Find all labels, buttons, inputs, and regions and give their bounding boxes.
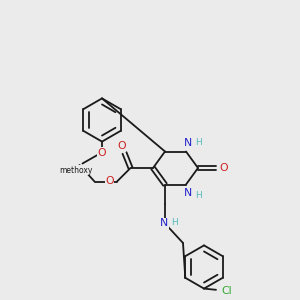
Text: H: H xyxy=(195,190,201,200)
Text: O: O xyxy=(105,176,114,187)
Text: N: N xyxy=(184,138,193,148)
Text: N: N xyxy=(184,188,193,199)
Text: H: H xyxy=(171,218,177,227)
Text: O: O xyxy=(98,148,106,158)
Text: H: H xyxy=(195,138,202,147)
Text: methoxy: methoxy xyxy=(59,166,93,175)
Text: N: N xyxy=(160,218,168,229)
Text: O: O xyxy=(117,141,126,152)
Text: O: O xyxy=(220,163,228,173)
Text: Cl: Cl xyxy=(221,286,232,296)
